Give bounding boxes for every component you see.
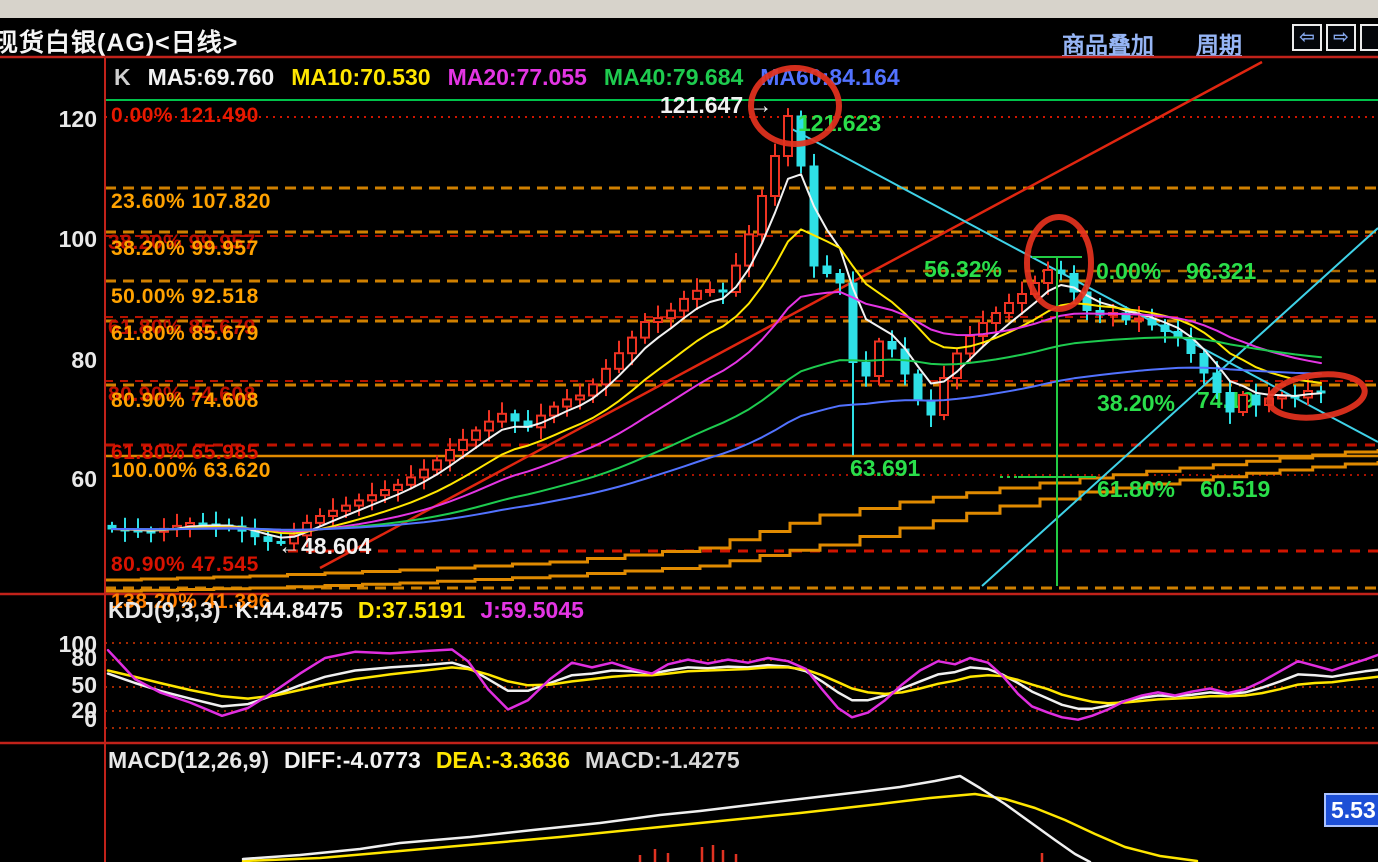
left-arrow-icon: ⇦ xyxy=(1299,27,1315,48)
kdj-k-value: K:44.8475 xyxy=(235,597,343,623)
macd-header: MACD(12,26,9) DIFF:-4.0773 DEA:-3.3636 M… xyxy=(108,747,740,774)
menu-commodity-overlay[interactable]: 商品叠加 xyxy=(1062,32,1154,58)
price-quote-box: 5.53 xyxy=(1324,793,1378,827)
nav-right-button[interactable]: ⇨ xyxy=(1326,24,1356,51)
menu-period[interactable]: 周期 xyxy=(1196,32,1242,58)
nav-extra-button[interactable] xyxy=(1360,24,1378,51)
kdj-j-value: J:59.5045 xyxy=(480,597,584,623)
legend-ma20: MA20:77.055 xyxy=(447,64,587,90)
legend-ma10: MA10:70.530 xyxy=(291,64,431,90)
macd-name: MACD(12,26,9) xyxy=(108,747,270,773)
nav-left-button[interactable]: ⇦ xyxy=(1292,24,1322,51)
legend-ma60: MA60:84.164 xyxy=(760,64,900,90)
kdj-d-value: D:37.5191 xyxy=(357,597,466,623)
ma-legend: K MA5:69.760 MA10:70.530 MA20:77.055 MA4… xyxy=(114,64,900,91)
right-arrow-icon: ⇨ xyxy=(1333,27,1349,48)
titlebar: 现货白银(AG)<日线> 商品叠加 周期 ⇦ ⇨ xyxy=(0,18,1378,58)
kdj-header: KDJ(9,3,3) K:44.8475 D:37.5191 J:59.5045 xyxy=(108,597,584,624)
legend-ma5: MA5:69.760 xyxy=(147,64,275,90)
legend-ma40: MA40:79.684 xyxy=(603,64,744,90)
macd-diff-value: DIFF:-4.0773 xyxy=(284,747,421,773)
legend-k: K xyxy=(114,64,131,90)
macd-macd-value: MACD:-1.4275 xyxy=(585,747,740,773)
macd-dea-value: DEA:-3.3636 xyxy=(435,747,571,773)
kdj-name: KDJ(9,3,3) xyxy=(108,597,221,623)
chart-title: 现货白银(AG)<日线> xyxy=(0,29,239,57)
